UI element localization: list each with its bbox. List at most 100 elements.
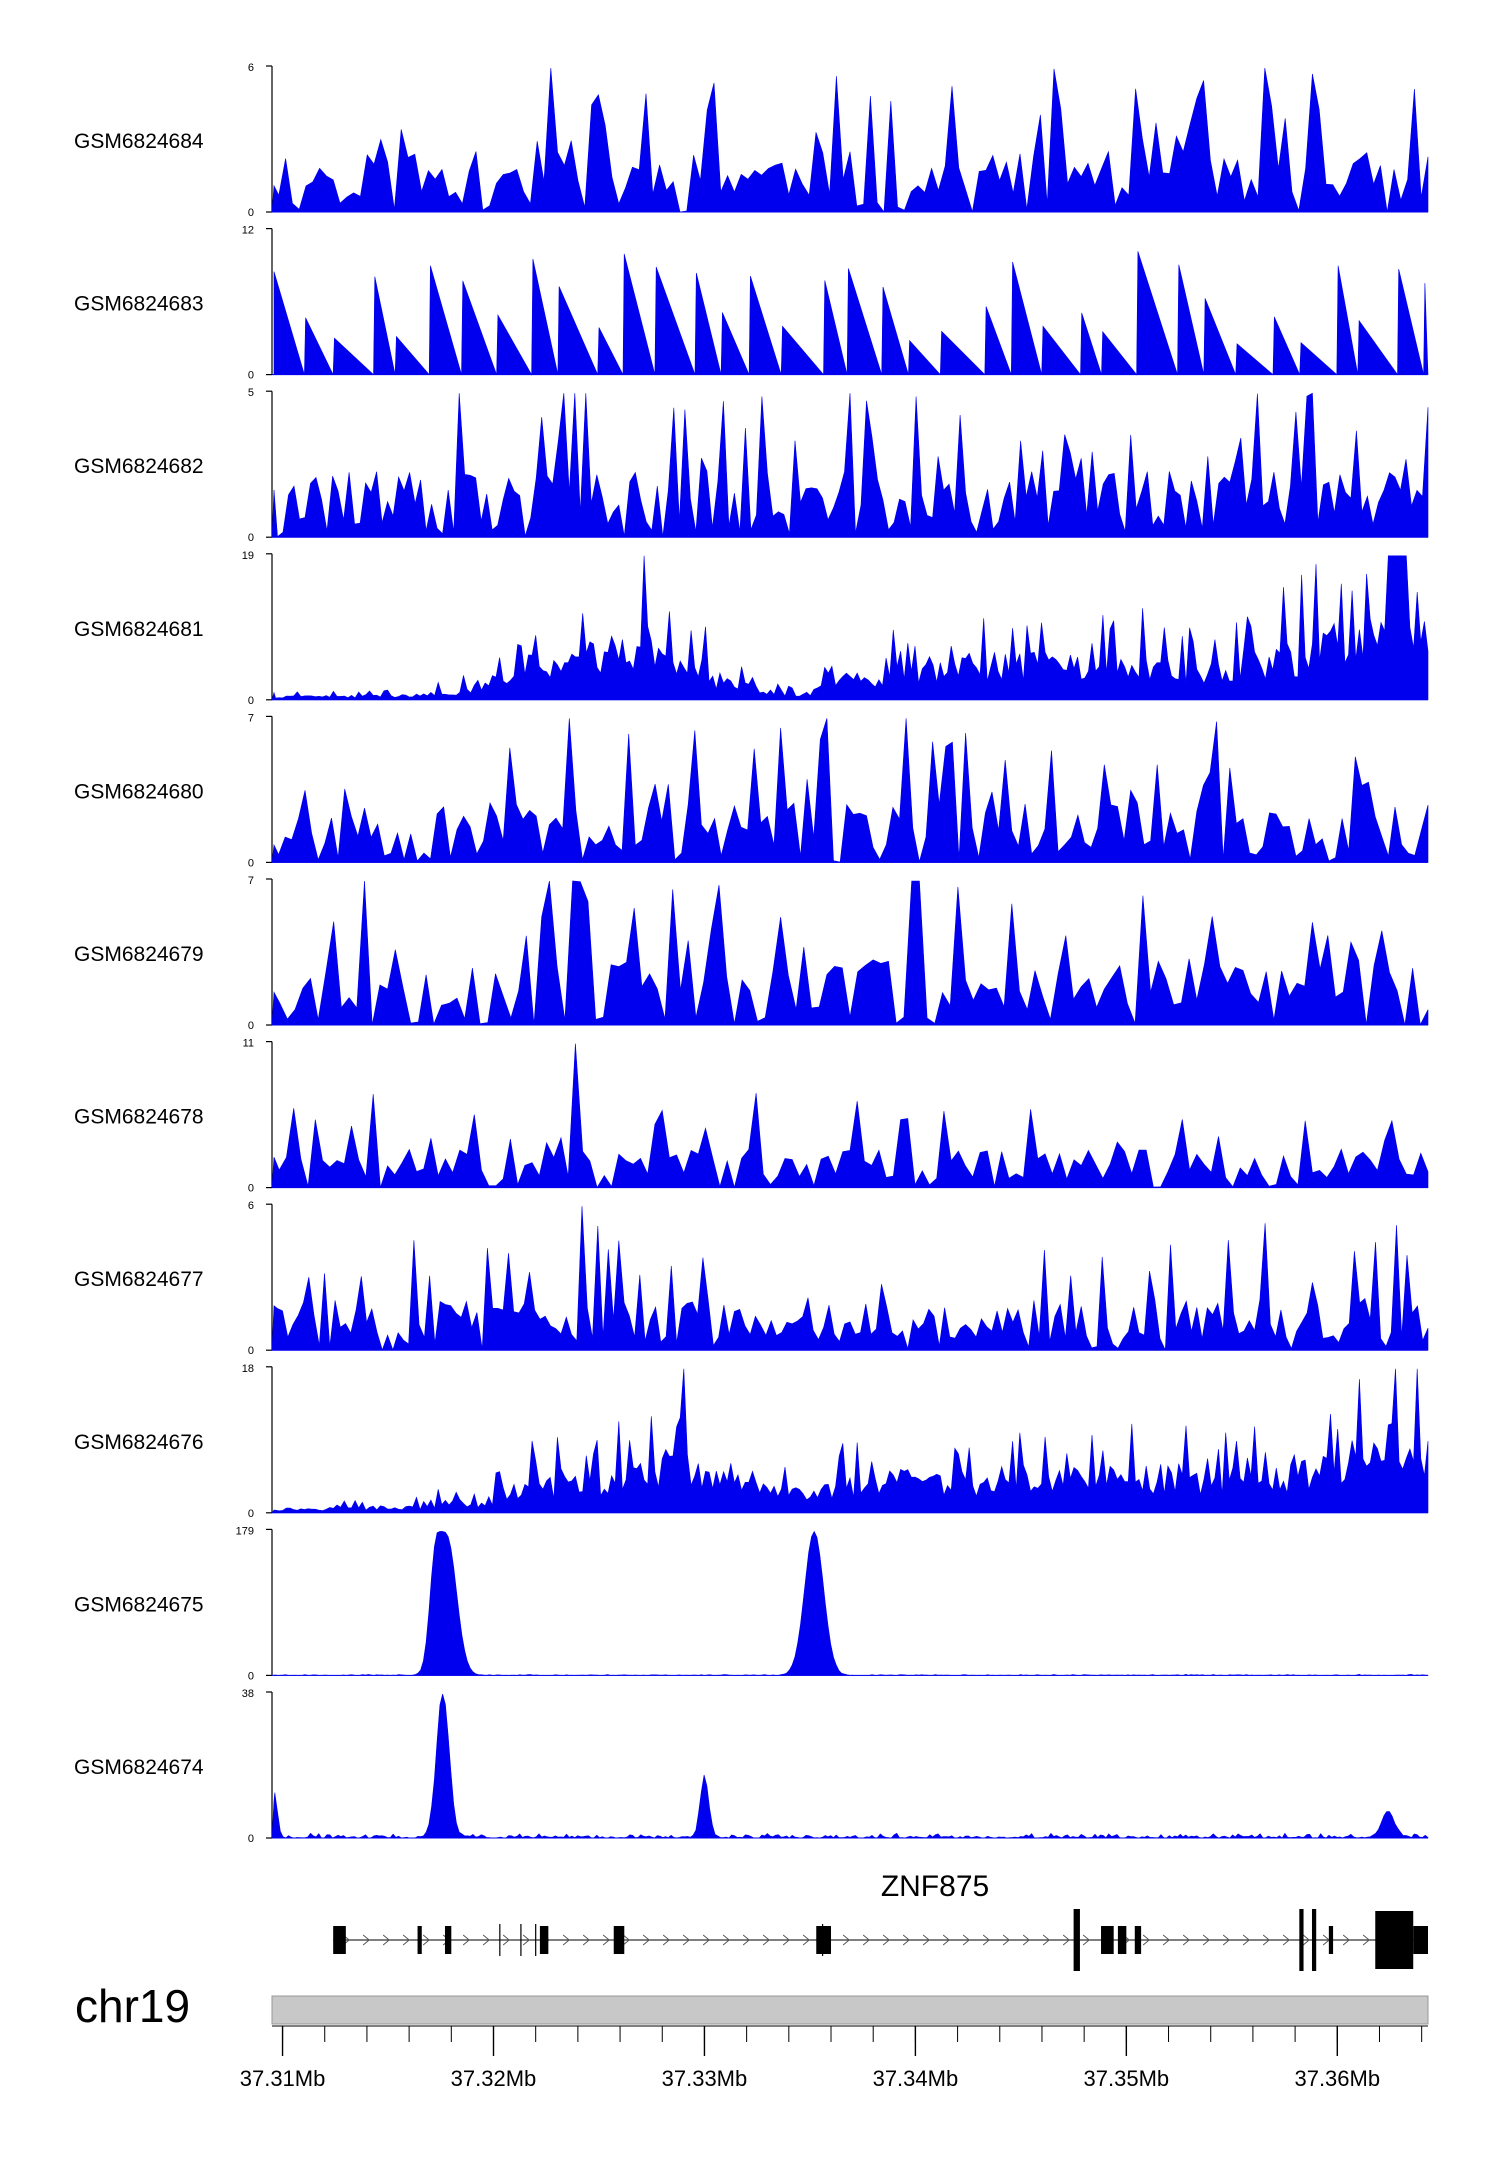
ymin-label: 0 [248,1183,254,1195]
ymin-label: 0 [248,1670,254,1682]
track-label: GSM6824679 [74,943,204,966]
strand-arrow [1142,1934,1150,1946]
strand-arrow [942,1934,950,1946]
gene-name-label: ZNF875 [881,1870,989,1903]
x-tick-label: 37.35Mb [1084,2066,1170,2091]
gene-exon [613,1926,625,1954]
signal-area [271,1368,1429,1514]
strand-arrow [1342,1934,1350,1946]
chromosome-track: chr19 [75,1980,1429,2032]
ymin-label: 0 [248,857,254,869]
strand-arrow [1362,1934,1370,1946]
x-tick-label: 37.32Mb [451,2066,537,2091]
strand-arrow [402,1934,410,1946]
track-label: GSM6824684 [74,130,204,153]
strand-arrow [882,1934,890,1946]
ymin-label: 0 [248,1345,254,1357]
gene-exon [1299,1909,1304,1971]
strand-arrow [1222,1934,1230,1946]
track-GSM6824681: GSM6824681 19 0 [74,550,1429,707]
ymax-label: 11 [243,1038,254,1050]
strand-arrow [782,1934,790,1946]
track-GSM6824674: GSM6824674 38 0 [74,1688,1429,1845]
ymin-label: 0 [248,532,254,544]
track-GSM6824684: GSM6824684 6 0 [74,62,1429,219]
x-tick-label: 37.34Mb [873,2066,959,2091]
strand-arrow [602,1934,610,1946]
strand-arrow [1242,1934,1250,1946]
track-label: GSM6824676 [74,1431,204,1454]
strand-arrow [422,1934,430,1946]
strand-arrow [1162,1934,1170,1946]
gene-exon [1375,1911,1414,1969]
ymax-label: 18 [242,1363,254,1375]
x-tick-label: 37.36Mb [1294,2066,1380,2091]
ymin-label: 0 [248,1508,254,1520]
track-GSM6824682: GSM6824682 5 0 [74,387,1429,544]
track-GSM6824680: GSM6824680 7 0 [74,712,1429,869]
gene-exon [444,1926,452,1954]
ymax-label: 38 [242,1688,254,1700]
gene-exon [417,1926,422,1954]
gene-exon [1117,1926,1127,1954]
strand-arrow [982,1934,990,1946]
gene-exon [1328,1926,1334,1954]
strand-arrow [1262,1934,1270,1946]
strand-arrow [582,1934,590,1946]
strand-arrow [1022,1934,1030,1946]
ymax-label: 7 [248,712,254,724]
track-label: GSM6824678 [74,1106,204,1129]
strand-arrow [1082,1934,1090,1946]
strand-arrow [522,1934,530,1946]
track-label: GSM6824674 [74,1756,204,1779]
signal-tracks: GSM682468460GSM6824683120GSM682468250GSM… [74,62,1429,1845]
strand-arrow [922,1934,930,1946]
track-GSM6824677: GSM6824677 6 0 [74,1200,1429,1357]
ymax-label: 12 [242,225,254,237]
track-label: GSM6824682 [74,455,204,478]
gene-exon [1413,1926,1428,1954]
strand-arrow [682,1934,690,1946]
x-tick-label: 37.33Mb [662,2066,748,2091]
ymax-label: 5 [248,387,254,399]
chromosome-label: chr19 [75,1980,190,2032]
track-label: GSM6824677 [74,1268,204,1291]
strand-arrow [382,1934,390,1946]
ymin-label: 0 [248,370,254,382]
signal-area [272,251,1429,376]
ymax-label: 7 [248,875,254,887]
ymin-label: 0 [248,1020,254,1032]
strand-arrow [1042,1934,1050,1946]
gene-exon [1311,1909,1317,1971]
gene-exon [1101,1926,1114,1954]
strand-arrow [462,1934,470,1946]
signal-area [271,718,1429,863]
track-GSM6824683: GSM6824683 12 0 [74,225,1429,382]
track-label: GSM6824681 [74,618,204,641]
strand-arrow [762,1934,770,1946]
strand-arrow [642,1934,650,1946]
signal-area [271,1043,1429,1189]
strand-arrow [1282,1934,1290,1946]
strand-arrow [862,1934,870,1946]
strand-arrow [962,1934,970,1946]
strand-arrow [1062,1934,1070,1946]
signal-area [271,1206,1429,1351]
signal-area [271,880,1429,1026]
strand-arrow [742,1934,750,1946]
x-tick-label: 37.31Mb [240,2066,326,2091]
ymax-label: 6 [248,1200,254,1212]
ymin-label: 0 [248,695,254,707]
gene-exon [816,1926,832,1954]
track-label: GSM6824680 [74,780,204,803]
signal-area [271,392,1429,538]
strand-arrow [722,1934,730,1946]
strand-arrow [482,1934,490,1946]
strand-arrow [1202,1934,1210,1946]
chromosome-bar [271,1995,1429,2025]
track-label: GSM6824683 [74,293,204,316]
strand-arrow [902,1934,910,1946]
signal-area [271,1530,1429,1676]
gene-exon [1073,1909,1080,1971]
